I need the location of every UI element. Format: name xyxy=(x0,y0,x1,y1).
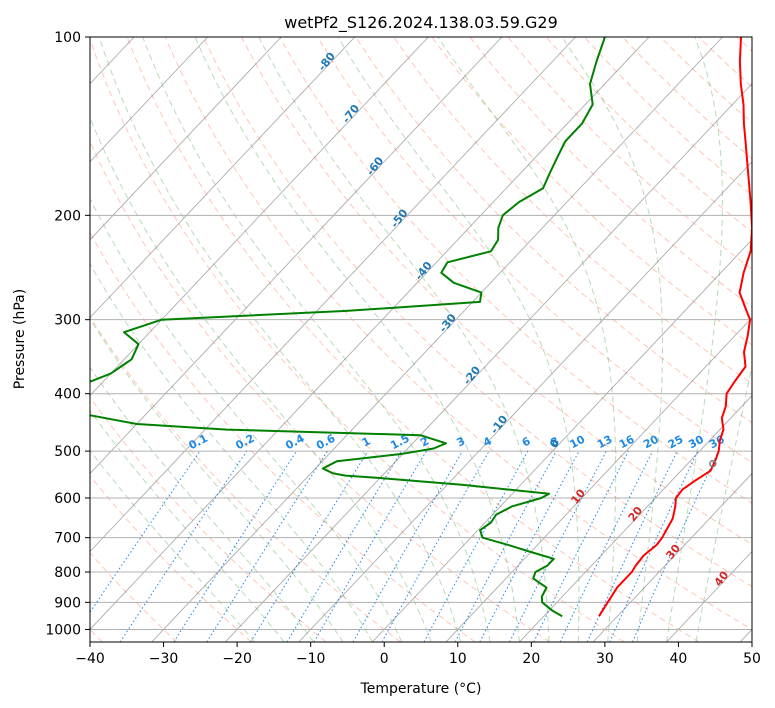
moist-adiabat xyxy=(98,37,462,642)
moist-adiabat xyxy=(437,37,617,642)
dry-adiabat xyxy=(90,552,178,642)
x-tick-label: 30 xyxy=(596,651,614,667)
mixing-ratio-line xyxy=(250,450,369,642)
dry-adiabat xyxy=(393,37,752,385)
moist-adiabat xyxy=(666,37,723,642)
mixing-ratio-label: 10 xyxy=(568,432,588,451)
mixing-ratio-label: 13 xyxy=(595,433,615,452)
isotherm-line xyxy=(298,161,752,642)
mixing-ratio-line xyxy=(454,450,557,642)
isotherm-line xyxy=(90,37,209,163)
moist-adiabat xyxy=(90,317,344,642)
mixing-ratio-label: 20 xyxy=(641,433,661,452)
x-tick-label: 50 xyxy=(743,651,761,667)
moist-adiabat xyxy=(258,37,550,642)
isotherm-line xyxy=(90,37,576,553)
x-axis-label: Temperature (°C) xyxy=(360,681,482,697)
isotherm-line xyxy=(90,37,503,475)
moist-adiabat xyxy=(90,262,373,642)
mixing-ratio-line xyxy=(509,450,607,642)
y-tick-label: 900 xyxy=(54,595,81,611)
moist-adiabat xyxy=(337,37,580,642)
mixing-ratio-label: 25 xyxy=(666,433,686,452)
dry-adiabat xyxy=(90,474,252,642)
mixing-ratio-line xyxy=(423,450,529,642)
y-tick-label: 700 xyxy=(54,531,81,547)
dry-adiabat xyxy=(90,231,476,642)
mixing-ratio-line xyxy=(173,450,298,642)
y-tick-label: 100 xyxy=(54,30,81,46)
isotherm-line xyxy=(90,37,650,631)
isotherm-line xyxy=(445,316,752,642)
y-tick-label: 400 xyxy=(54,387,81,403)
mixing-ratio-label: 30 xyxy=(686,433,706,452)
mixing-ratio-line xyxy=(206,450,328,642)
x-tick-label: −10 xyxy=(296,651,326,667)
isotherm-line xyxy=(519,394,752,642)
y-tick-label: 500 xyxy=(54,444,81,460)
temperature-profile xyxy=(598,37,752,617)
lcl-marker xyxy=(709,459,717,468)
isotherm-line xyxy=(90,37,282,241)
moist-adiabat xyxy=(561,37,663,642)
plot-frame xyxy=(89,36,753,643)
x-tick-label: −30 xyxy=(149,651,179,667)
mixing-ratio-line xyxy=(119,450,248,642)
mixing-ratio-line xyxy=(381,450,490,642)
chart-title: wetPf2_S126.2024.138.03.59.G29 xyxy=(284,13,558,33)
x-tick-label: −20 xyxy=(222,651,252,667)
moist-adiabat xyxy=(90,366,314,642)
isotherm-line xyxy=(90,37,356,319)
y-tick-label: 300 xyxy=(54,313,81,329)
dry-adiabat xyxy=(355,37,752,424)
y-tick-label: 1000 xyxy=(45,622,81,638)
y-tick-label: 800 xyxy=(54,565,81,581)
moist-adiabat xyxy=(194,37,520,642)
mixing-ratio-line xyxy=(533,450,629,642)
moist-adiabat xyxy=(90,116,432,642)
dry-adiabat xyxy=(317,37,752,464)
mixing-ratio-label: 16 xyxy=(617,433,637,452)
moist-adiabat xyxy=(695,363,752,642)
isotherm-line xyxy=(151,37,723,642)
dry-adiabat xyxy=(279,37,752,504)
isotherm-line xyxy=(592,472,752,642)
y-tick-label: 200 xyxy=(54,208,81,224)
dry-adiabat xyxy=(90,140,551,642)
x-tick-label: −40 xyxy=(75,651,105,667)
x-tick-label: 0 xyxy=(380,651,389,667)
x-tick-label: 40 xyxy=(670,651,688,667)
dry-adiabat xyxy=(202,37,752,588)
moist-adiabat xyxy=(90,449,256,642)
x-tick-label: 20 xyxy=(522,651,540,667)
x-tick-label: 10 xyxy=(449,651,467,667)
isotherm-line xyxy=(90,37,429,397)
moist-adiabat xyxy=(142,37,491,642)
isotherm-line xyxy=(372,239,752,642)
dry-adiabat xyxy=(164,37,752,630)
dry-adiabat xyxy=(90,38,625,642)
mixing-ratio-line xyxy=(632,450,719,642)
moist-adiabat xyxy=(90,409,285,642)
y-axis-label: Pressure (hPa) xyxy=(12,289,28,389)
y-tick-label: 600 xyxy=(54,491,81,507)
dewpoint-profile xyxy=(90,37,606,618)
isotherm-line xyxy=(224,83,752,642)
